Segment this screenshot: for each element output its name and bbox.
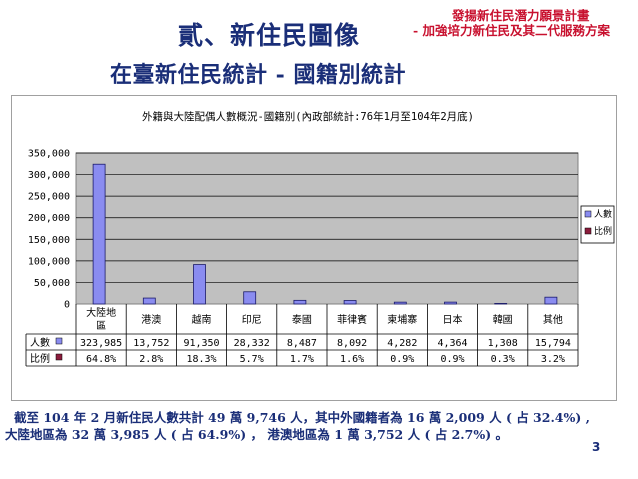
x-category-label: 港澳 [141,313,161,326]
project-title-line1: 發揚新住民潛力願景計畫 [452,8,590,23]
table-series-key [55,337,63,345]
table-cell: 64.8% [86,354,116,365]
x-category-label: 菲律賓 [337,313,367,326]
bar-8 [494,303,508,305]
table-cell: 323,985 [80,338,122,349]
table-cell: 13,752 [133,338,169,349]
table-cell: 15,794 [535,338,571,349]
table-cell: 5.7% [240,354,264,365]
x-category-label: 印尼 [242,314,262,326]
x-category-label: 日本 [443,313,463,326]
table-cell: 2.8% [139,354,163,365]
table-cell: 1.6% [340,354,364,365]
y-tick-label: 100,000 [28,256,70,267]
plot-area [75,152,579,305]
slide-title: 貳、新住民圖像 [178,21,361,50]
table-cell: 91,350 [183,338,219,349]
y-tick-label: 0 [64,300,70,311]
table-cell: 8,487 [287,338,317,349]
table-cell: 18.3% [186,354,216,365]
x-category-label: 泰國 [292,313,312,326]
bar-6 [393,301,407,305]
table-cell: 4,282 [387,338,417,349]
x-category-label: 柬埔寨 [387,313,417,326]
x-category-label: 大陸地 [86,306,116,319]
legend-swatch [584,210,592,218]
summary-line-2: 大陸地區為 32 萬 3,985 人 ( 占 64.9%) ， 港澳地區為 1 … [5,427,508,442]
x-category-label: 區 [96,320,106,332]
project-title-line2: - 加強培力新住民及其二代服務方案 [413,23,611,38]
page-number: 3 [592,440,601,454]
legend-label: 人數 [594,208,612,220]
bar-9 [544,296,558,305]
x-category-label: 越南 [192,313,212,326]
x-category-label: 韓國 [493,314,513,326]
legend-label: 比例 [594,225,612,237]
bar-3 [243,291,257,305]
slide-subtitle: 在臺新住民統計 - 國籍別統計 [110,62,406,88]
table-cell: 0.3% [491,354,515,365]
table-series-key [55,353,63,361]
table-cell: 0.9% [390,354,414,365]
bar-1 [142,297,156,305]
table-cell: 3.2% [541,354,565,365]
y-tick-label: 350,000 [28,149,70,160]
y-tick-label: 150,000 [28,235,70,246]
x-category-label: 其他 [543,313,563,326]
table-cell: 1,308 [488,338,518,349]
y-tick-label: 50,000 [34,278,70,289]
bar-7 [444,301,457,305]
table-cell: 28,332 [234,338,270,349]
table-cell: 1.7% [290,354,314,365]
table-cell: 4,364 [437,338,467,349]
legend-swatch [584,227,592,235]
bar-5 [343,300,357,305]
y-tick-label: 250,000 [28,192,70,203]
summary-line-1: 截至 104 年 2 月新住民人數共計 49 萬 9,746 人，其中外國籍者為… [14,410,590,425]
bar-chart: 外籍與大陸配偶人數概況-國籍別(內政部統計:76年1月至104年2月底) 0 50,… [25,110,615,367]
bar-0 [92,163,106,305]
chart-frame: 外籍與大陸配偶人數概況-國籍別(內政部統計:76年1月至104年2月底) 0 50,… [11,95,617,401]
y-tick-label: 300,000 [28,170,70,181]
table-series-name: 人數 [30,336,50,349]
y-tick-label: 200,000 [28,213,70,224]
table-cell: 8,092 [337,338,367,349]
bar-4 [293,299,307,305]
chart-title: 外籍與大陸配偶人數概況-國籍別(內政部統計:76年1月至104年2月底) [142,110,474,123]
bar-2 [193,264,206,305]
table-series-name: 比例 [30,352,50,365]
table-cell: 0.9% [440,354,464,365]
